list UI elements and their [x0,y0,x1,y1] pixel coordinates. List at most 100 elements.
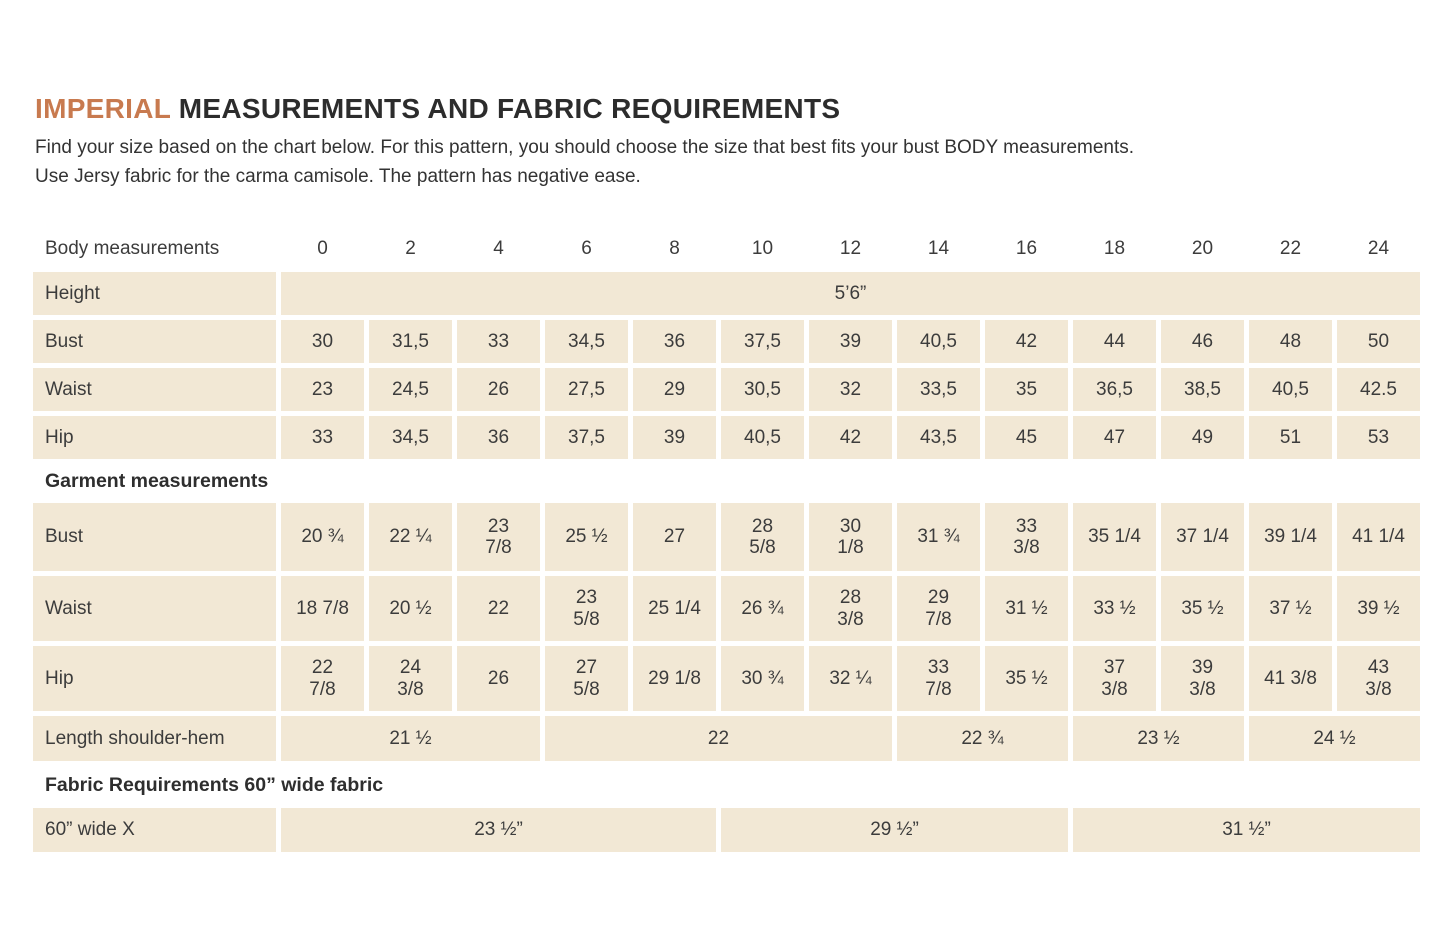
body-hip-cell: 37,5 [545,416,628,459]
body-bust-cell: 44 [1073,320,1156,363]
body-bust-cell: 39 [809,320,892,363]
body-waist-cell: 36,5 [1073,368,1156,411]
title-rest: MEASUREMENTS AND FABRIC REQUIREMENTS [170,93,841,124]
page-title: IMPERIAL MEASUREMENTS AND FABRIC REQUIRE… [35,93,1420,125]
body-waist-cell: 26 [457,368,540,411]
body-bust-cell: 42 [985,320,1068,363]
garment-waist-cell: 29 7/8 [897,576,980,641]
garment-bust-cell: 22 ¼ [369,503,452,571]
row-label-garment-waist: Waist [33,576,276,641]
body-hip-cell: 53 [1337,416,1420,459]
body-waist-cell: 24,5 [369,368,452,411]
size-header: 10 [751,238,774,260]
garment-hip-cell: 35 ½ [985,646,1068,711]
body-bust-cell: 30 [281,320,364,363]
garment-hip-cell: 33 7/8 [897,646,980,711]
body-waist-cell: 32 [809,368,892,411]
body-hip-cell: 49 [1161,416,1244,459]
fabric-yardage-cell: 29 ½” [721,808,1068,852]
garment-bust-cell: 30 1/8 [809,503,892,571]
size-header: 0 [317,238,328,260]
body-bust-cell: 36 [633,320,716,363]
size-header: 22 [1279,238,1302,260]
body-hip-cell: 40,5 [721,416,804,459]
body-bust-cell: 37,5 [721,320,804,363]
garment-hip-cell: 43 3/8 [1337,646,1420,711]
length-cell: 23 ½ [1073,716,1244,761]
size-header: 14 [927,238,950,260]
body-waist-cell: 29 [633,368,716,411]
body-bust-cell: 50 [1337,320,1420,363]
garment-hip-cell: 37 3/8 [1073,646,1156,711]
garment-hip-cell: 32 ¼ [809,646,892,711]
fabric-requirements-table: 60” wide X 23 ½” 29 ½” 31 ½” [33,808,1420,852]
size-header: 16 [1015,238,1038,260]
garment-bust-cell: 20 ¾ [281,503,364,571]
body-measurements-table: Body measurements 0 2 4 6 8 10 12 14 16 … [33,231,1420,459]
intro-line-2: Use Jersy fabric for the carma camisole.… [35,165,641,187]
fabric-yardage-cell: 31 ½” [1073,808,1420,852]
body-hip-cell: 34,5 [369,416,452,459]
body-hip-cell: 36 [457,416,540,459]
garment-bust-cell: 31 ¾ [897,503,980,571]
intro-line-1: Find your size based on the chart below.… [35,137,1135,158]
body-waist-cell: 42.5 [1337,368,1420,411]
row-label-length-shoulder-hem: Length shoulder-hem [33,716,276,761]
size-header: 6 [581,238,592,260]
body-hip-cell: 33 [281,416,364,459]
garment-waist-cell: 26 ¾ [721,576,804,641]
garment-bust-cell: 28 5/8 [721,503,804,571]
garment-measurements-table: Bust 20 ¾ 22 ¼ 23 7/8 25 ½ 27 28 5/8 30 … [33,503,1420,761]
body-waist-cell: 27,5 [545,368,628,411]
size-header: 2 [405,238,416,260]
garment-waist-cell: 25 1/4 [633,576,716,641]
column-header-body-measurements: Body measurements [45,238,220,260]
length-cell: 22 [545,716,892,761]
garment-waist-cell: 22 [457,576,540,641]
size-header: 18 [1103,238,1126,260]
garment-bust-cell: 25 ½ [545,503,628,571]
body-waist-cell: 23 [281,368,364,411]
size-header: 12 [839,238,862,260]
garment-hip-cell: 41 3/8 [1249,646,1332,711]
body-hip-cell: 42 [809,416,892,459]
size-header: 8 [669,238,680,260]
row-label-waist: Waist [33,368,276,411]
garment-waist-cell: 33 ½ [1073,576,1156,641]
body-waist-cell: 40,5 [1249,368,1332,411]
row-label-garment-bust: Bust [33,503,276,571]
body-hip-cell: 39 [633,416,716,459]
body-hip-cell: 45 [985,416,1068,459]
garment-waist-cell: 23 5/8 [545,576,628,641]
garment-hip-cell: 27 5/8 [545,646,628,711]
garment-hip-cell: 39 3/8 [1161,646,1244,711]
body-hip-cell: 47 [1073,416,1156,459]
garment-waist-cell: 20 ½ [369,576,452,641]
row-label-bust: Bust [33,320,276,363]
garment-hip-cell: 29 1/8 [633,646,716,711]
garment-waist-cell: 31 ½ [985,576,1068,641]
garment-hip-cell: 24 3/8 [369,646,452,711]
garment-waist-cell: 37 ½ [1249,576,1332,641]
body-bust-cell: 46 [1161,320,1244,363]
fabric-yardage-cell: 23 ½” [281,808,716,852]
garment-waist-cell: 28 3/8 [809,576,892,641]
intro-text: Find your size based on the chart below.… [35,134,1420,191]
row-label-height: Height [33,272,276,315]
body-bust-cell: 48 [1249,320,1332,363]
body-waist-cell: 33,5 [897,368,980,411]
size-header: 24 [1367,238,1390,260]
garment-bust-cell: 33 3/8 [985,503,1068,571]
row-label-hip: Hip [33,416,276,459]
garment-bust-cell: 35 1/4 [1073,503,1156,571]
garment-bust-cell: 39 1/4 [1249,503,1332,571]
garment-measurements-heading: Garment measurements [45,470,269,492]
garment-waist-cell: 39 ½ [1337,576,1420,641]
garment-waist-cell: 18 7/8 [281,576,364,641]
body-bust-cell: 40,5 [897,320,980,363]
height-value-cell: 5’6” [281,272,1420,315]
body-bust-cell: 33 [457,320,540,363]
fabric-requirements-heading: Fabric Requirements 60” wide fabric [45,774,384,796]
garment-bust-cell: 41 1/4 [1337,503,1420,571]
title-accent-word: IMPERIAL [35,93,171,124]
